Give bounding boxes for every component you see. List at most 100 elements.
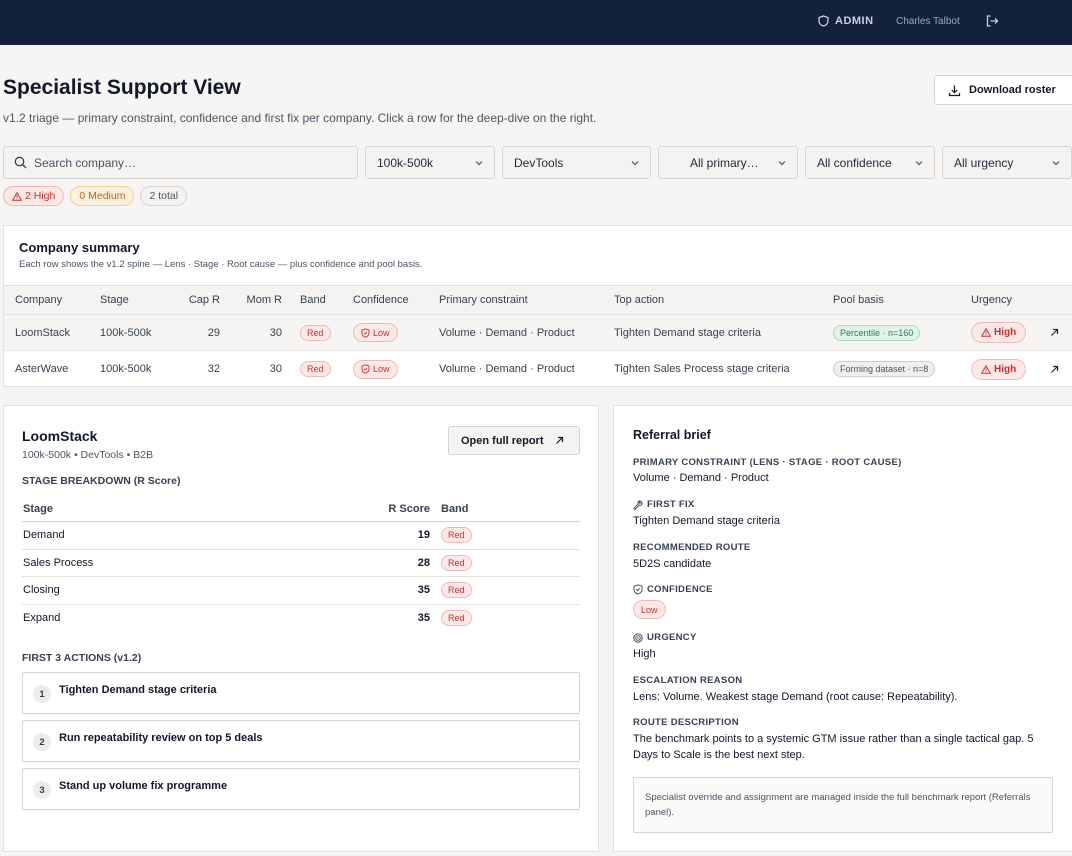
target-icon (633, 632, 643, 643)
stage-row: Closing 35 Red (22, 577, 580, 605)
logout-button[interactable] (985, 14, 999, 31)
urgency-label-text: URGENCY (647, 632, 697, 643)
summary-description: Each row shows the v1.2 spine — Lens · S… (19, 259, 423, 270)
col-mom-r[interactable]: Mom R (246, 294, 282, 306)
action-text: Stand up volume fix programme (59, 780, 228, 792)
first-fix-label-text: FIRST FIX (647, 499, 695, 510)
stage-row: Demand 19 Red (22, 522, 580, 550)
first-fix-label: FIRST FIX (633, 499, 695, 510)
high-count-label: 2 High (25, 190, 56, 202)
table-row[interactable]: AsterWave 100k-500k 32 30 Red Low Volume… (4, 351, 1072, 387)
stage-score: 19 (417, 529, 430, 542)
col-primary-constraint[interactable]: Primary constraint (439, 294, 528, 306)
row-top-action: Tighten Demand stage criteria (614, 326, 761, 339)
action-item[interactable]: 1 Tighten Demand stage criteria (22, 672, 580, 714)
col-confidence[interactable]: Confidence (353, 294, 409, 306)
logout-icon (986, 15, 999, 27)
total-count-label: 2 total (149, 190, 179, 202)
row-stage: 100k-500k (100, 363, 152, 375)
col-urgency[interactable]: Urgency (971, 294, 1012, 306)
col-band[interactable]: Band (300, 294, 326, 306)
top-bar: ADMIN Charles Talbot (0, 0, 1072, 45)
col-pool-basis[interactable]: Pool basis (833, 294, 884, 306)
pool-basis-badge: Percentile · n=160 (833, 324, 921, 341)
row-primary-constraint: Volume · Demand · Product (439, 326, 575, 339)
route-description-label: ROUTE DESCRIPTION (633, 717, 739, 728)
action-number: 3 (33, 781, 51, 799)
confidence-label: Low (373, 327, 390, 338)
action-item[interactable]: 2 Run repeatability review on top 5 deal… (22, 720, 580, 762)
shield-check-icon (361, 364, 370, 374)
col-stage: Stage (23, 503, 53, 515)
table-row[interactable]: LoomStack 100k-500k 29 30 Red Low Volume… (4, 315, 1072, 351)
shield-check-icon (633, 584, 643, 595)
primary-constraint-value: Volume · Demand · Product (633, 472, 769, 484)
stage-score: 35 (417, 612, 430, 625)
col-stage[interactable]: Stage (100, 294, 129, 306)
band-badge: Red (300, 324, 331, 341)
col-cap-r[interactable]: Cap R (188, 294, 220, 306)
stage-name: Expand (23, 612, 61, 625)
wrench-icon (633, 499, 643, 510)
download-roster-button[interactable]: Download roster (934, 75, 1072, 105)
arrow-up-right-icon (1051, 365, 1059, 373)
shield-icon (818, 15, 829, 27)
stage-name: Sales Process (23, 556, 94, 569)
urgency-label: High (994, 327, 1017, 338)
warning-icon (981, 364, 991, 374)
escalation-reason-label: ESCALATION REASON (633, 675, 743, 686)
arrow-up-right-icon (555, 436, 563, 444)
warning-icon (981, 328, 991, 337)
arrow-up-right-icon (1051, 328, 1059, 336)
stage-score: 35 (417, 584, 430, 597)
chevron-down-icon (778, 161, 786, 166)
stage-name: Closing (23, 584, 60, 597)
user-name[interactable]: Charles Talbot (896, 16, 960, 27)
urgency-value: High (633, 648, 656, 660)
action-text: Tighten Demand stage criteria (59, 684, 217, 696)
confidence-filter[interactable]: All confidence (805, 146, 935, 179)
summary-table-header: Company Stage Cap R Mom R Band Confidenc… (4, 285, 1072, 315)
page-title: Specialist Support View (3, 76, 241, 99)
stage-table-header: Stage R Score Band (22, 497, 580, 522)
download-icon (948, 85, 961, 96)
recommended-route-label: RECOMMENDED ROUTE (633, 542, 751, 553)
detail-company-name: LoomStack (22, 428, 98, 444)
search-input[interactable] (34, 155, 334, 170)
confidence-label: CONFIDENCE (633, 584, 713, 595)
page-subtitle: v1.2 triage — primary constraint, confid… (3, 111, 597, 125)
col-top-action[interactable]: Top action (614, 294, 665, 306)
search-box[interactable] (3, 146, 358, 179)
chevron-down-icon (475, 161, 483, 166)
category-filter[interactable]: DevTools (502, 146, 651, 179)
specialist-override-note: Specialist override and assignment are m… (633, 777, 1053, 833)
band-badge: Red (300, 361, 331, 377)
row-mom-r: 30 (269, 326, 282, 339)
action-item[interactable]: 3 Stand up volume fix programme (22, 768, 580, 810)
urgency-label: URGENCY (633, 632, 697, 643)
warning-icon (12, 191, 22, 201)
stage-breakdown-label: STAGE BREAKDOWN (R Score) (22, 475, 181, 487)
primary-constraint-filter-value: All primary… (690, 155, 759, 170)
urgency-filter[interactable]: All urgency (942, 146, 1072, 179)
admin-label: ADMIN (835, 15, 874, 27)
row-company: AsterWave (15, 363, 69, 375)
medium-count-chip[interactable]: 0 Medium (70, 186, 135, 206)
row-stage: 100k-500k (100, 326, 152, 339)
high-count-chip[interactable]: 2 High (3, 186, 65, 206)
primary-constraint-filter[interactable]: All primary… (658, 146, 798, 179)
company-summary-card: Company summary Each row shows the v1.2 … (3, 225, 1072, 387)
col-company[interactable]: Company (15, 294, 63, 306)
category-filter-value: DevTools (514, 155, 564, 170)
detail-company-meta: 100k-500k • DevTools • B2B (22, 449, 154, 461)
col-r-score: R Score (388, 503, 430, 515)
stage-breakdown-table: Stage R Score Band Demand 19 Red Sales P… (22, 497, 580, 632)
first-fix-value: Tighten Demand stage criteria (633, 515, 780, 527)
medium-count-label: 0 Medium (79, 190, 126, 202)
open-full-report-button[interactable]: Open full report (448, 426, 580, 455)
open-row-button[interactable] (1050, 315, 1059, 350)
row-primary-constraint: Volume · Demand · Product (439, 363, 575, 375)
open-row-button[interactable] (1050, 351, 1059, 387)
confidence-label-text: CONFIDENCE (647, 584, 713, 595)
revenue-filter[interactable]: 100k-500k (365, 146, 495, 179)
